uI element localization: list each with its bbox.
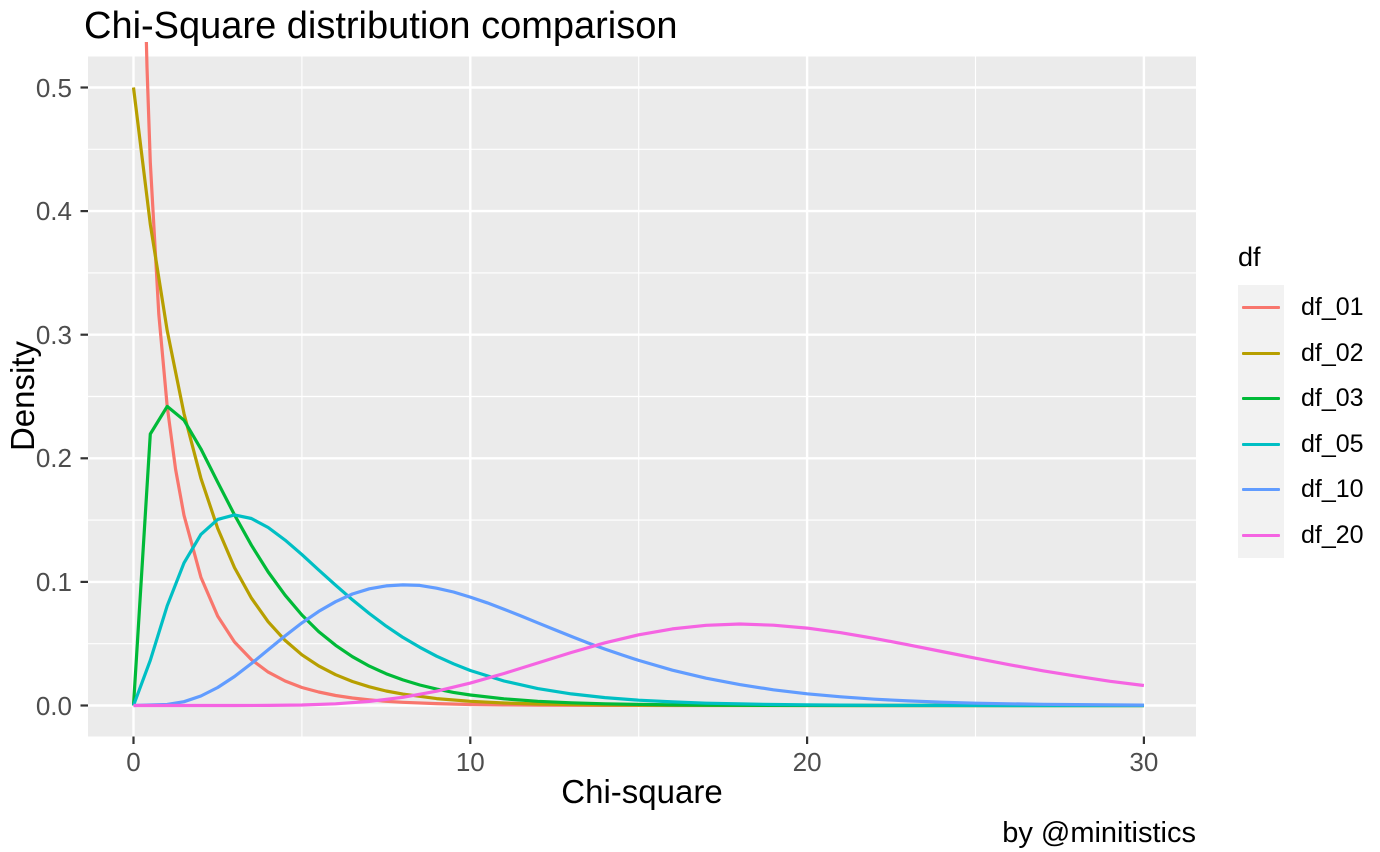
legend-key — [1238, 376, 1284, 422]
plot-title: Chi-Square distribution comparison — [84, 5, 678, 47]
legend-key-line-icon — [1242, 351, 1280, 355]
series-line-df_05 — [132, 513, 1144, 708]
legend-key — [1238, 467, 1284, 513]
legend-item-label: df_05 — [1301, 429, 1364, 458]
legend-item-df_10: df_10 — [1238, 467, 1364, 513]
series-line-df_20 — [133, 622, 1145, 708]
legend-key — [1238, 512, 1284, 558]
y-tick-label: 0.4 — [35, 196, 72, 227]
legend-title: df — [1238, 242, 1261, 272]
y-tick-label: 0.1 — [35, 566, 72, 597]
x-axis-title: Chi-square — [561, 773, 723, 810]
legend-item-label: df_20 — [1301, 520, 1364, 549]
legend-key-line-icon — [1242, 488, 1280, 492]
legend-item-df_01: df_01 — [1238, 285, 1364, 331]
legend-items: df_01 df_02 df_03 df_05 df_10 df_20 — [1238, 285, 1364, 558]
y-tick-label: 0.3 — [35, 319, 72, 350]
y-tick-label: 0.5 — [35, 72, 72, 103]
x-tick-label: 0 — [126, 747, 141, 777]
series-line-df_10 — [133, 583, 1144, 708]
y-tick-label: 0.2 — [35, 443, 72, 474]
x-tick-label: 30 — [1129, 747, 1159, 777]
y-axis-title: Density — [4, 340, 41, 452]
legend-item-label: df_02 — [1301, 338, 1364, 367]
legend-key — [1238, 421, 1284, 467]
x-tick-label: 20 — [792, 747, 822, 777]
plot-caption: by @minitistics — [1002, 817, 1196, 849]
legend: df df_01 df_02 df_03 df_05 df_10 df_20 — [1238, 242, 1364, 558]
legend-key-line-icon — [1242, 533, 1280, 537]
legend-item-label: df_01 — [1301, 293, 1364, 322]
legend-item-df_20: df_20 — [1238, 512, 1364, 558]
legend-item-label: df_10 — [1301, 475, 1364, 504]
legend-item-df_03: df_03 — [1238, 376, 1364, 422]
x-tick-label: 10 — [455, 747, 485, 777]
legend-item-label: df_03 — [1301, 384, 1364, 413]
legend-item-df_02: df_02 — [1238, 330, 1364, 376]
legend-key-line-icon — [1242, 306, 1280, 310]
legend-key — [1238, 285, 1284, 331]
y-tick-label: 0.0 — [35, 690, 72, 721]
legend-key — [1238, 330, 1284, 376]
legend-key-line-icon — [1242, 397, 1280, 401]
legend-item-df_05: df_05 — [1238, 421, 1364, 467]
legend-key-line-icon — [1242, 442, 1280, 446]
